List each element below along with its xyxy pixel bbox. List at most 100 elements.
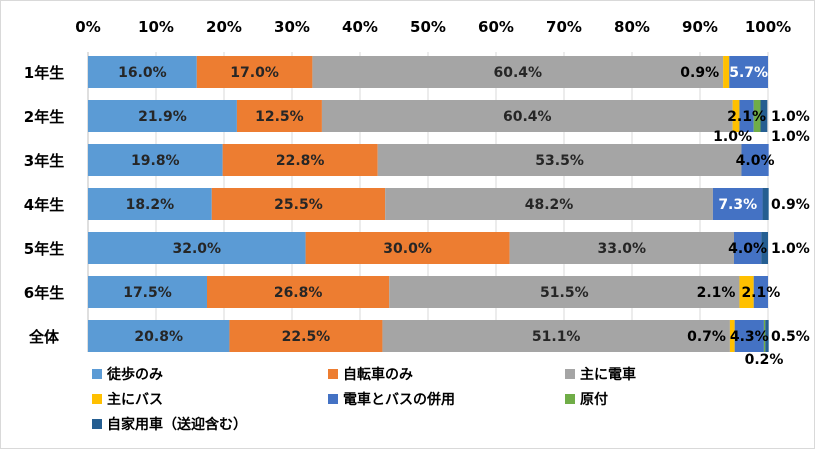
- data-label: 4.0%: [736, 153, 775, 169]
- data-label: 1.0%: [771, 241, 810, 257]
- data-label: 53.5%: [535, 153, 584, 169]
- bar-segment: [389, 276, 740, 308]
- bar-segment: [760, 100, 768, 132]
- x-tick-label: 100%: [745, 18, 791, 36]
- bars: [88, 56, 769, 352]
- data-label: 30.0%: [383, 241, 432, 257]
- bar-segment: [753, 276, 768, 308]
- bar-segment: [377, 144, 742, 176]
- data-label: 2.1%: [697, 285, 736, 301]
- data-label: 20.8%: [134, 329, 183, 345]
- x-tick-label: 70%: [546, 18, 582, 36]
- bar-segment: [739, 100, 754, 132]
- data-label: 0.7%: [687, 329, 726, 345]
- legend-swatch: [92, 394, 102, 404]
- bar-segment: [207, 276, 390, 308]
- data-label: 0.5%: [771, 329, 810, 345]
- bar-segment: [763, 320, 766, 352]
- bar-segment: [765, 320, 769, 352]
- bar-segment: [509, 232, 734, 264]
- data-label: 21.9%: [138, 109, 187, 125]
- data-label: 19.8%: [131, 153, 180, 169]
- data-label: 18.2%: [126, 197, 175, 213]
- bar-segment: [222, 144, 378, 176]
- data-label: 4.0%: [728, 241, 767, 257]
- legend-label: 電車とバスの併用: [343, 391, 455, 408]
- bar-segment: [321, 100, 733, 132]
- data-label: 1.0%: [771, 109, 810, 125]
- data-label: 25.5%: [274, 197, 323, 213]
- bar-segment: [753, 100, 761, 132]
- bar-segment: [196, 56, 313, 88]
- category-label: 6年生: [24, 284, 64, 302]
- legend-swatch: [328, 394, 338, 404]
- data-label: 1.0%: [771, 129, 810, 145]
- bar-segment: [734, 232, 762, 264]
- category-label: 3年生: [24, 152, 64, 170]
- data-label: 16.0%: [118, 65, 167, 81]
- x-tick-label: 40%: [342, 18, 378, 36]
- bar-segment: [305, 232, 510, 264]
- data-label: 17.0%: [230, 65, 279, 81]
- data-labels: 16.0% 17.0% 60.4% 0.9% 5.7% 21.9% 12.5% 60.4% 1.…: [118, 65, 810, 368]
- bar-segment: [734, 320, 764, 352]
- bar-segment: [723, 56, 730, 88]
- legend-label: 原付: [580, 391, 608, 408]
- data-label: 0.2%: [745, 352, 784, 368]
- bar-segment: [236, 100, 322, 132]
- x-tick-label: 10%: [138, 18, 174, 36]
- legend-swatch: [565, 369, 575, 379]
- data-label: 51.5%: [540, 285, 589, 301]
- bar-segment: [211, 188, 386, 220]
- data-label: 0.9%: [680, 65, 719, 81]
- data-label: 17.5%: [123, 285, 172, 301]
- data-label: 33.0%: [598, 241, 647, 257]
- data-label: 60.4%: [493, 65, 542, 81]
- category-label: 全体: [28, 328, 60, 346]
- data-label: 26.8%: [274, 285, 323, 301]
- legend-label: 主に電車: [580, 366, 636, 383]
- bar-segment: [729, 56, 768, 88]
- bar-segment: [88, 100, 237, 132]
- x-tick-label: 0%: [75, 18, 100, 36]
- bar-segment: [88, 188, 212, 220]
- data-label: 7.3%: [718, 197, 757, 213]
- data-label: 22.5%: [282, 329, 331, 345]
- data-label: 1.0%: [713, 129, 752, 145]
- category-label: 2年生: [24, 108, 64, 126]
- data-label: 60.4%: [503, 109, 552, 125]
- bar-segment: [229, 320, 383, 352]
- data-label: 4.3%: [730, 329, 769, 345]
- category-label: 1年生: [24, 64, 64, 82]
- legend-label: 徒歩のみ: [106, 366, 163, 383]
- data-label: 5.7%: [729, 65, 768, 81]
- legend-label: 自家用車（送迎含む）: [107, 416, 247, 433]
- legend-swatch: [328, 369, 338, 379]
- x-tick-label: 50%: [410, 18, 446, 36]
- category-label: 5年生: [24, 240, 64, 258]
- data-label: 2.1%: [741, 285, 780, 301]
- x-tick-label: 60%: [478, 18, 514, 36]
- bar-segment: [732, 100, 740, 132]
- legend-swatch: [92, 419, 102, 429]
- x-tick-label: 20%: [206, 18, 242, 36]
- bar-segment: [88, 320, 230, 352]
- bar-segment: [712, 188, 763, 220]
- x-axis-tick-labels: 0% 10% 20% 30% 40% 50% 60% 70% 80% 90% 100%: [75, 18, 791, 36]
- x-tick-label: 30%: [274, 18, 310, 36]
- bar-segment: [385, 188, 713, 220]
- bar-segment: [739, 276, 754, 308]
- bar-segment: [761, 232, 768, 264]
- legend-swatch: [92, 369, 102, 379]
- legend-label: 主にバス: [107, 391, 163, 408]
- bar-segment: [729, 320, 735, 352]
- legend-swatch: [565, 394, 575, 404]
- data-label: 51.1%: [532, 329, 581, 345]
- data-label: 0.9%: [771, 197, 810, 213]
- data-label: 32.0%: [173, 241, 222, 257]
- legend-label: 自転車のみ: [343, 366, 413, 383]
- bar-segment: [312, 56, 724, 88]
